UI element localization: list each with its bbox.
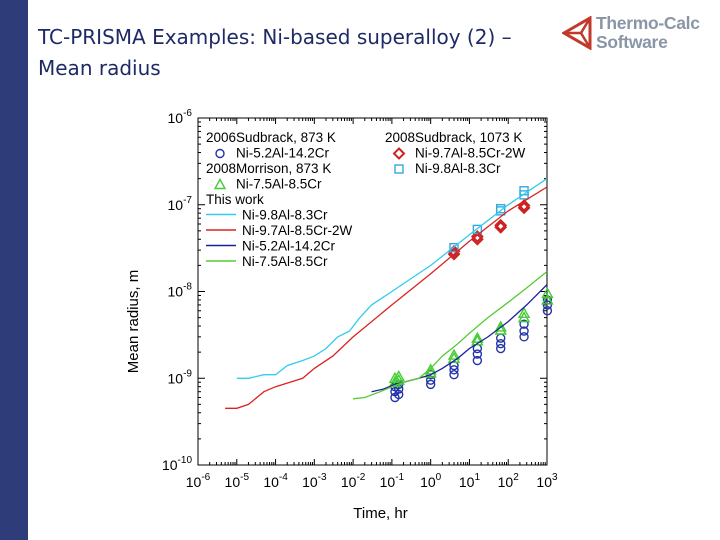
legend-entry: Ni-7.5Al-8.5Cr [236, 177, 322, 192]
data-point-triangle [494, 320, 507, 332]
y-tick-label: 10-8 [168, 282, 193, 300]
data-point-circle [449, 369, 459, 380]
legend-heading: 2006Sudbrack, 873 K [206, 130, 336, 145]
series-line-ni-5-2al-14-2cr [371, 284, 547, 393]
data-point-circle [472, 355, 483, 366]
legend-heading: This work [206, 192, 264, 207]
data-point-square [496, 204, 506, 214]
slide-side-bar [0, 0, 28, 540]
legend-entry: Ni-9.7Al-8.5Cr-2W [415, 146, 526, 161]
series-line-ni-9-8al-8-3cr [236, 178, 547, 379]
legend-marker [392, 147, 406, 160]
series-line-ni-9-7al-8-5cr-2w [225, 186, 547, 409]
data-point-diamond [470, 230, 484, 243]
legend-marker [394, 164, 404, 174]
legend-entry: Ni-9.8Al-8.3Cr [415, 161, 501, 176]
x-tick-label: 10-3 [302, 472, 327, 490]
data-point-triangle [471, 331, 484, 343]
slide-title-line1: TC-PRISMA Examples: Ni-based superalloy … [38, 25, 512, 49]
x-tick-label: 10-2 [341, 472, 366, 490]
legend-heading: 2008Sudbrack, 1073 K [385, 130, 522, 145]
data-point-triangle [424, 363, 437, 375]
data-point-triangle [447, 351, 461, 363]
legend-entry: Ni-5.2Al-14.2Cr [242, 239, 336, 254]
data-point-circle [472, 349, 483, 359]
data-point-diamond [494, 218, 508, 232]
x-tick-label: 10-4 [263, 472, 288, 490]
data-point-circle [496, 343, 506, 354]
legend-entry: Ni-5.2Al-14.2Cr [236, 146, 330, 161]
legend-marker [213, 178, 227, 190]
data-point-circle [425, 379, 436, 390]
x-tick-label: 100 [420, 472, 442, 490]
triangle-logo-icon [562, 16, 592, 50]
data-point-triangle [392, 369, 405, 382]
data-point-circle [394, 389, 404, 400]
data-point-triangle [471, 334, 484, 346]
series-line-ni-7-5al-8-5cr [353, 270, 547, 400]
slide-title: TC-PRISMA Examples: Ni-based superalloy … [38, 22, 558, 84]
x-tick-label: 101 [459, 472, 481, 490]
x-tick-label: 10-6 [186, 472, 211, 490]
data-point-triangle [447, 348, 461, 360]
data-point-circle [449, 365, 459, 375]
data-point-circle [425, 375, 436, 385]
x-tick-label: 103 [536, 472, 558, 490]
data-point-triangle [541, 286, 554, 299]
data-point-circle [519, 332, 529, 342]
data-point-triangle [541, 293, 554, 305]
x-tick-label: 10-5 [225, 472, 250, 490]
y-tick-label: 10-9 [168, 368, 193, 386]
y-tick-label: 10-6 [168, 108, 193, 126]
legend-marker [215, 148, 225, 159]
data-point-circle [542, 300, 553, 310]
y-axis-title: Mean radius, m [125, 270, 142, 373]
data-point-triangle [424, 366, 437, 378]
legend-entry: Ni-9.8Al-8.3Cr [242, 208, 328, 223]
data-point-circle [496, 333, 506, 343]
slide-title-line2: Mean radius [38, 56, 161, 80]
x-tick-label: 102 [498, 472, 520, 490]
data-point-circle [496, 339, 506, 349]
data-point-circle [519, 319, 529, 329]
logo-line2: Software [596, 32, 668, 52]
data-point-square [472, 224, 483, 235]
y-tick-label: 10-7 [168, 195, 193, 213]
mean-radius-chart: 10-6 10-5 10-4 10-3 10-2 10-1 100 101 102 103 10-1… [125, 108, 558, 522]
data-point-square [449, 242, 459, 253]
logo-line1: Thermo-Calc [596, 13, 700, 33]
data-point-circle [542, 306, 553, 316]
thermo-calc-logo: Thermo-Calc Software [562, 12, 712, 56]
x-axis-title: Time, hr [353, 505, 407, 522]
data-point-circle [519, 326, 529, 336]
legend-heading: 2008Morrison, 873 K [206, 161, 331, 176]
data-point-triangle [517, 306, 531, 319]
logo-wordmark: Thermo-Calc Software [596, 14, 700, 52]
y-tick-label: 10-10 [162, 455, 192, 473]
x-tick-label: 10-1 [380, 472, 405, 490]
legend-entry: Ni-9.7Al-8.5Cr-2W [242, 223, 353, 238]
legend-entry: Ni-7.5Al-8.5Cr [242, 254, 328, 269]
